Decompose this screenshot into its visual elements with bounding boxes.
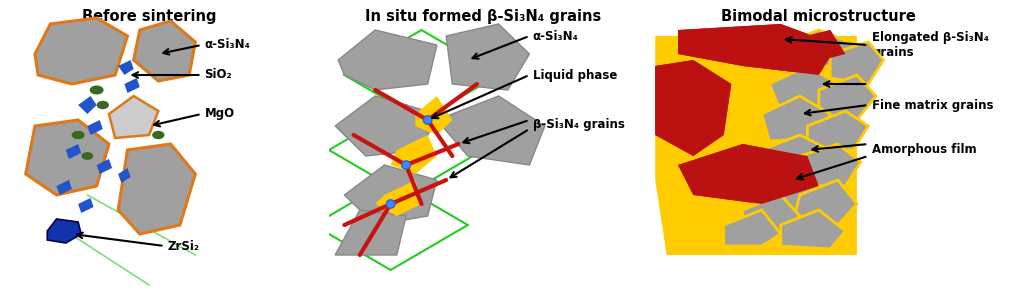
Ellipse shape [72, 131, 84, 139]
Ellipse shape [89, 85, 104, 94]
Polygon shape [437, 96, 545, 165]
Ellipse shape [424, 116, 432, 124]
Polygon shape [793, 180, 857, 225]
Polygon shape [769, 30, 845, 66]
Text: Amorphous film: Amorphous film [872, 143, 977, 157]
Polygon shape [78, 198, 94, 213]
Text: ZrSi₂: ZrSi₂ [168, 239, 199, 253]
Text: Before sintering: Before sintering [82, 9, 216, 24]
Text: Elongated β-Si₃N₄
grains: Elongated β-Si₃N₄ grains [872, 31, 989, 59]
Polygon shape [118, 168, 131, 183]
Polygon shape [421, 114, 440, 132]
Polygon shape [118, 60, 134, 75]
Polygon shape [655, 60, 731, 156]
Polygon shape [755, 165, 818, 210]
Text: In situ formed β-Si₃N₄ grains: In situ formed β-Si₃N₄ grains [365, 9, 601, 24]
Polygon shape [87, 120, 103, 135]
Polygon shape [678, 24, 838, 75]
Polygon shape [678, 144, 818, 204]
Text: α-Si₃N₄: α-Si₃N₄ [205, 38, 251, 52]
Polygon shape [66, 144, 81, 159]
Polygon shape [818, 75, 876, 120]
Polygon shape [375, 180, 421, 216]
Polygon shape [97, 159, 112, 174]
Polygon shape [109, 96, 158, 138]
Ellipse shape [402, 161, 410, 169]
Polygon shape [655, 60, 731, 156]
Polygon shape [807, 111, 869, 150]
Polygon shape [831, 42, 883, 84]
Ellipse shape [81, 152, 94, 160]
Text: Liquid phase: Liquid phase [533, 68, 617, 82]
Polygon shape [344, 165, 437, 225]
Text: SiO₂: SiO₂ [205, 68, 232, 82]
Polygon shape [655, 36, 857, 255]
Polygon shape [742, 195, 800, 234]
Ellipse shape [97, 101, 109, 109]
Polygon shape [47, 219, 81, 243]
Polygon shape [26, 120, 109, 195]
Polygon shape [338, 30, 437, 90]
Text: α-Si₃N₄: α-Si₃N₄ [533, 29, 579, 43]
Ellipse shape [152, 131, 164, 139]
Polygon shape [446, 24, 529, 90]
Text: Fine matrix grains: Fine matrix grains [872, 98, 993, 112]
Polygon shape [769, 66, 838, 111]
Polygon shape [724, 210, 781, 246]
Polygon shape [762, 96, 831, 141]
Polygon shape [781, 210, 845, 249]
Polygon shape [57, 180, 72, 195]
Polygon shape [678, 24, 838, 75]
Polygon shape [415, 96, 452, 135]
Polygon shape [800, 144, 860, 186]
Ellipse shape [387, 200, 395, 208]
Text: MgO: MgO [205, 107, 234, 121]
Text: β-Si₃N₄ grains: β-Si₃N₄ grains [533, 118, 624, 131]
Polygon shape [391, 135, 437, 174]
Polygon shape [781, 30, 857, 66]
Polygon shape [762, 135, 831, 180]
Polygon shape [769, 30, 845, 66]
Polygon shape [678, 144, 818, 204]
Polygon shape [118, 144, 195, 234]
Polygon shape [335, 96, 437, 156]
Text: Bimodal microstructure: Bimodal microstructure [722, 9, 916, 24]
Polygon shape [78, 96, 97, 114]
Polygon shape [35, 18, 127, 84]
Polygon shape [124, 78, 140, 93]
Polygon shape [335, 210, 406, 255]
Polygon shape [134, 21, 195, 81]
